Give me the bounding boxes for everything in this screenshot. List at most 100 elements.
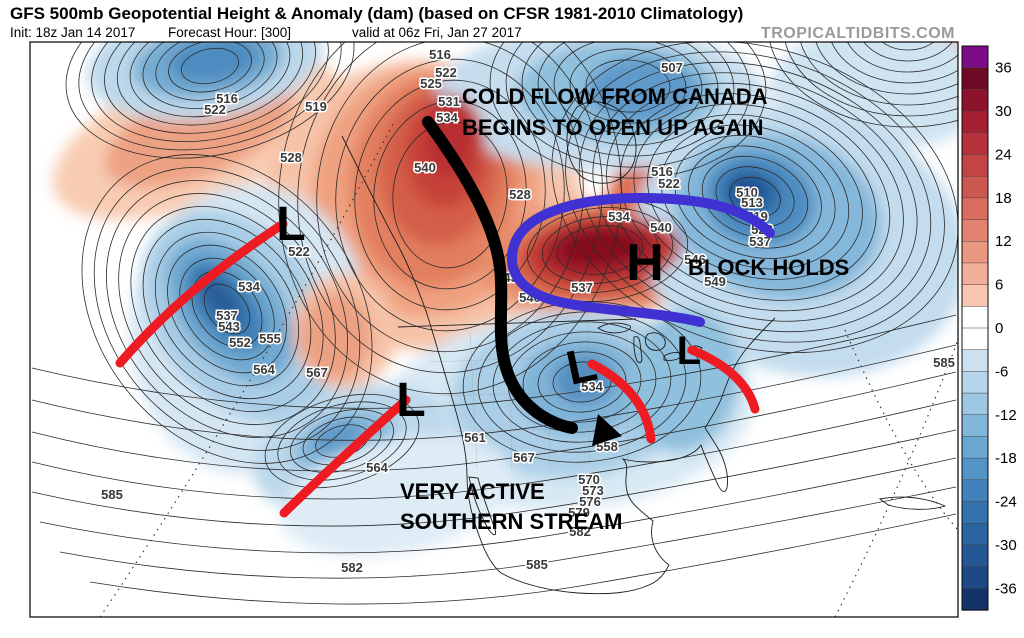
colorbar-tick-label: 18 <box>995 190 1012 207</box>
colorbar-cell <box>961 457 989 481</box>
contour-ring <box>537 42 719 146</box>
contour-value-label: 582 <box>341 560 363 575</box>
contour-ring <box>578 61 932 333</box>
contour-ring <box>541 216 659 284</box>
colorbar-cell <box>961 284 989 307</box>
contour-value-label: 510 <box>736 185 758 200</box>
contour-ring <box>302 416 382 466</box>
contour-ring <box>565 51 945 343</box>
contour-value-label: 537 <box>216 308 238 323</box>
contour-value-label: 534 <box>436 110 458 125</box>
contour-value-label: 567 <box>513 450 535 465</box>
graticule-dotted-line <box>834 339 958 617</box>
state-border-line <box>435 389 653 397</box>
colorbar-cell <box>961 240 989 264</box>
page-title: GFS 500mb Geopotential Height & Anomaly … <box>10 4 743 23</box>
contour-value-label: 537 <box>749 234 771 249</box>
colorbar-cell <box>961 501 989 524</box>
state-border-line <box>587 321 591 465</box>
contour-line <box>31 371 957 472</box>
contour-value-label: 540 <box>650 220 672 235</box>
contour-ring <box>647 114 863 280</box>
contour-value-label: 576 <box>579 494 601 509</box>
colorbar-tick-label: 0 <box>995 320 1003 337</box>
contour-value-label: 546 <box>684 252 706 267</box>
colorbar-cell <box>961 588 989 611</box>
contour-ring <box>688 145 822 249</box>
colorbar-cell <box>961 219 989 242</box>
contour-ring <box>155 42 265 101</box>
colorbar-tick-label: 36 <box>995 60 1012 77</box>
contour-ring <box>373 100 527 290</box>
contour-ring <box>167 244 287 374</box>
colorbar-cell <box>961 479 989 503</box>
contour-ring <box>191 270 263 348</box>
anomaly-blob <box>168 42 260 83</box>
contour-ring <box>585 59 671 113</box>
colorbar-cell <box>961 110 989 134</box>
height-contours <box>31 42 958 617</box>
contour-ring <box>154 231 300 387</box>
colorbar-cell <box>961 175 989 199</box>
colorbar-cell <box>961 262 989 286</box>
low-center-label: L <box>677 329 701 373</box>
contour-ring <box>831 42 958 84</box>
colorbar-tick-label: -18 <box>995 450 1017 467</box>
state-border-line <box>547 323 551 469</box>
contour-ring <box>492 321 672 443</box>
annotation-text: COLD FLOW FROM CANADA <box>462 84 768 109</box>
contour-ring <box>633 103 877 291</box>
contour-value-label: 516 <box>216 91 238 106</box>
red-jet-arrow <box>587 359 656 444</box>
contour-value-label: 522 <box>435 65 457 80</box>
contour-value-label: 528 <box>280 150 302 165</box>
contour-ring <box>846 42 958 73</box>
watermark: TROPICALTIDBITS.COM <box>761 25 955 42</box>
contour-value-label: 564 <box>366 460 388 475</box>
contour-ring <box>881 42 935 51</box>
contour-value-label: 570 <box>578 472 600 487</box>
annotation-texts: COLD FLOW FROM CANADA BEGINS TO OPEN UP A… <box>400 84 849 534</box>
contour-value-label: 528 <box>509 187 531 202</box>
contour-value-label: 525 <box>420 76 442 91</box>
contour-value-label: 516 <box>651 164 673 179</box>
contour-ring <box>297 42 603 374</box>
contour-value-label: 540 <box>414 160 436 175</box>
contour-ring <box>619 93 891 301</box>
colorbar-tick-label: -30 <box>995 537 1017 554</box>
contour-ring <box>551 42 958 354</box>
colorbar-tick-label: -36 <box>995 580 1017 597</box>
contour-ring <box>863 42 953 62</box>
annotation-text: SOUTHERN STREAM <box>400 509 622 534</box>
contour-line <box>31 399 957 500</box>
coastline <box>878 496 947 510</box>
contour-ring <box>553 42 703 135</box>
colorbar-cell <box>961 349 989 373</box>
contour-value-label: 567 <box>306 365 328 380</box>
contour-ring <box>65 42 355 159</box>
contour-line <box>39 457 957 554</box>
contour-ring <box>142 218 312 400</box>
colorbar-cell <box>961 132 989 156</box>
coastline <box>468 476 497 536</box>
valid-time-label: valid at 06z Fri, Jan 27 2017 <box>352 25 522 40</box>
contour-ring <box>106 180 348 438</box>
contour-ring <box>91 42 329 143</box>
colorbar-tick-label: -6 <box>995 363 1008 380</box>
contour-ring <box>130 205 324 413</box>
contour-ring <box>569 48 687 124</box>
contour-ring <box>264 393 420 489</box>
contour-ring <box>800 42 958 106</box>
coastline <box>397 318 637 328</box>
colorbar-tick-label: -12 <box>995 407 1017 424</box>
contour-value-label: 582 <box>569 524 591 539</box>
colorbar-cell <box>961 197 989 221</box>
contour-ring <box>815 42 958 95</box>
colorbar-tick-label: 30 <box>995 103 1012 120</box>
contour-line <box>31 429 957 527</box>
colorbar-cell <box>961 327 989 351</box>
colorbar-cell <box>961 45 989 69</box>
contour-ring <box>104 42 316 134</box>
colorbar-tick-label: 6 <box>995 277 1003 294</box>
